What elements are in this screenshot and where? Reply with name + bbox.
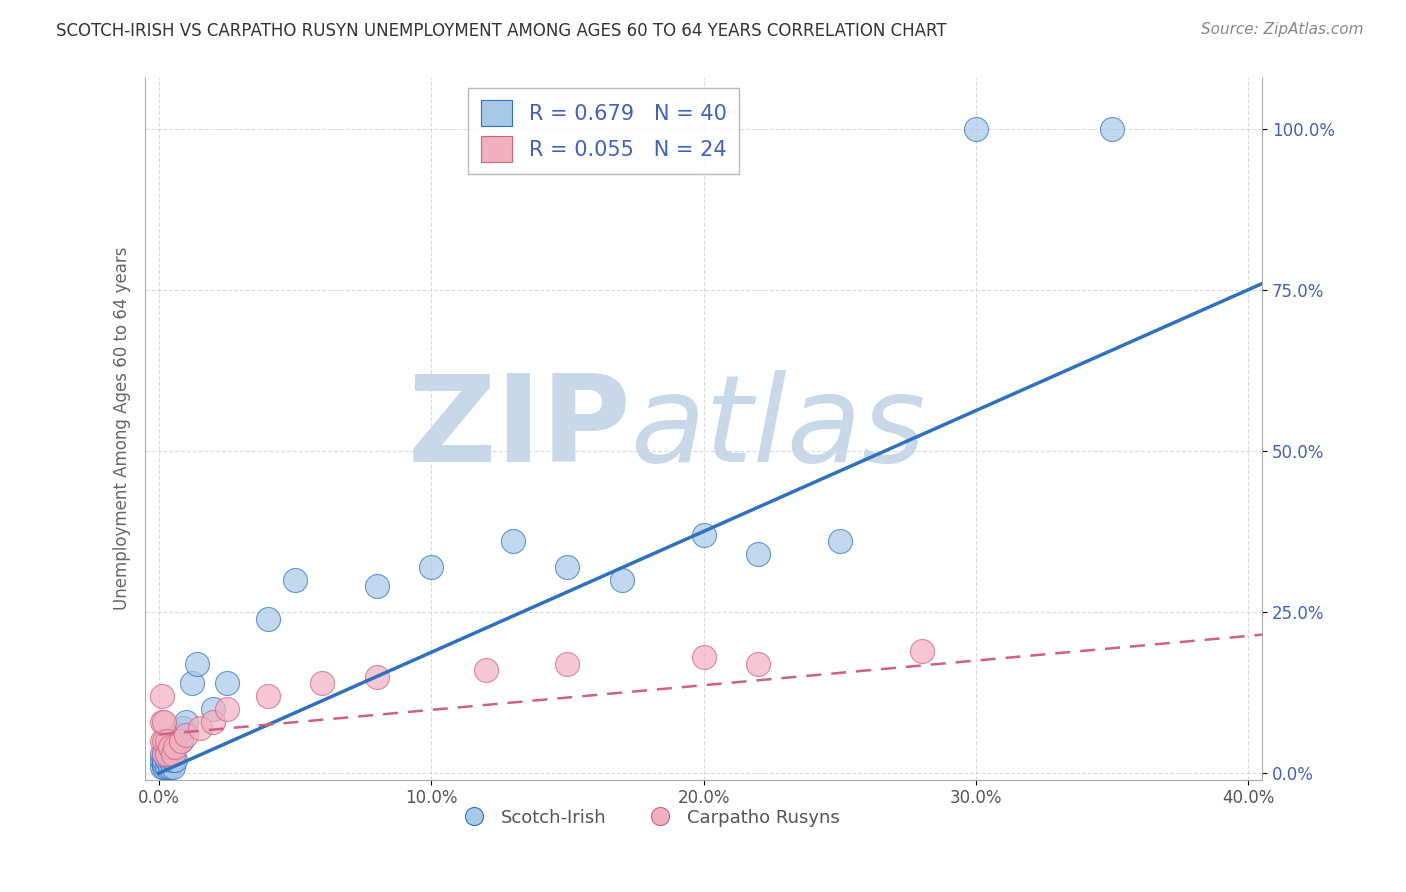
Point xyxy=(692,650,714,665)
Point xyxy=(366,579,388,593)
Text: SCOTCH-IRISH VS CARPATHO RUSYN UNEMPLOYMENT AMONG AGES 60 TO 64 YEARS CORRELATIO: SCOTCH-IRISH VS CARPATHO RUSYN UNEMPLOYM… xyxy=(56,22,946,40)
Point xyxy=(692,528,714,542)
Point xyxy=(150,747,173,761)
Point xyxy=(162,740,184,755)
Point xyxy=(162,747,184,761)
Point xyxy=(150,714,173,729)
Point xyxy=(257,611,280,625)
Point xyxy=(610,573,633,587)
Point xyxy=(162,753,184,767)
Point xyxy=(257,689,280,703)
Point xyxy=(156,747,179,761)
Point xyxy=(557,657,579,671)
Point xyxy=(150,734,173,748)
Point xyxy=(156,753,179,767)
Point xyxy=(215,676,238,690)
Point xyxy=(366,669,388,683)
Point xyxy=(170,734,193,748)
Point xyxy=(1101,122,1123,136)
Point xyxy=(202,714,225,729)
Point xyxy=(965,122,987,136)
Point xyxy=(910,644,932,658)
Point xyxy=(159,747,181,761)
Point xyxy=(167,727,190,741)
Point xyxy=(153,756,176,771)
Point xyxy=(475,663,498,677)
Point xyxy=(150,689,173,703)
Point xyxy=(180,676,202,690)
Point xyxy=(420,560,443,574)
Point xyxy=(153,714,176,729)
Y-axis label: Unemployment Among Ages 60 to 64 years: Unemployment Among Ages 60 to 64 years xyxy=(114,247,131,610)
Point xyxy=(165,740,187,755)
Point xyxy=(150,760,173,774)
Point xyxy=(150,753,173,767)
Text: atlas: atlas xyxy=(631,370,927,487)
Point xyxy=(186,657,208,671)
Point xyxy=(557,560,579,574)
Point xyxy=(284,573,307,587)
Point xyxy=(153,747,176,761)
Point xyxy=(188,721,211,735)
Point xyxy=(156,734,179,748)
Legend: Scotch-Irish, Carpatho Rusyns: Scotch-Irish, Carpatho Rusyns xyxy=(449,801,848,834)
Point xyxy=(156,760,179,774)
Point xyxy=(159,753,181,767)
Point xyxy=(156,747,179,761)
Point xyxy=(165,734,187,748)
Point xyxy=(747,547,769,561)
Point xyxy=(153,760,176,774)
Text: ZIP: ZIP xyxy=(408,370,631,487)
Point xyxy=(172,721,194,735)
Point xyxy=(153,734,176,748)
Point xyxy=(215,702,238,716)
Point xyxy=(153,747,176,761)
Text: Source: ZipAtlas.com: Source: ZipAtlas.com xyxy=(1201,22,1364,37)
Point xyxy=(747,657,769,671)
Point xyxy=(174,727,197,741)
Point xyxy=(162,760,184,774)
Point xyxy=(156,740,179,755)
Point xyxy=(202,702,225,716)
Point xyxy=(159,740,181,755)
Point xyxy=(153,753,176,767)
Point xyxy=(165,753,187,767)
Point xyxy=(828,534,851,549)
Point xyxy=(311,676,333,690)
Point xyxy=(159,740,181,755)
Point xyxy=(159,760,181,774)
Point xyxy=(170,734,193,748)
Point xyxy=(174,714,197,729)
Point xyxy=(502,534,524,549)
